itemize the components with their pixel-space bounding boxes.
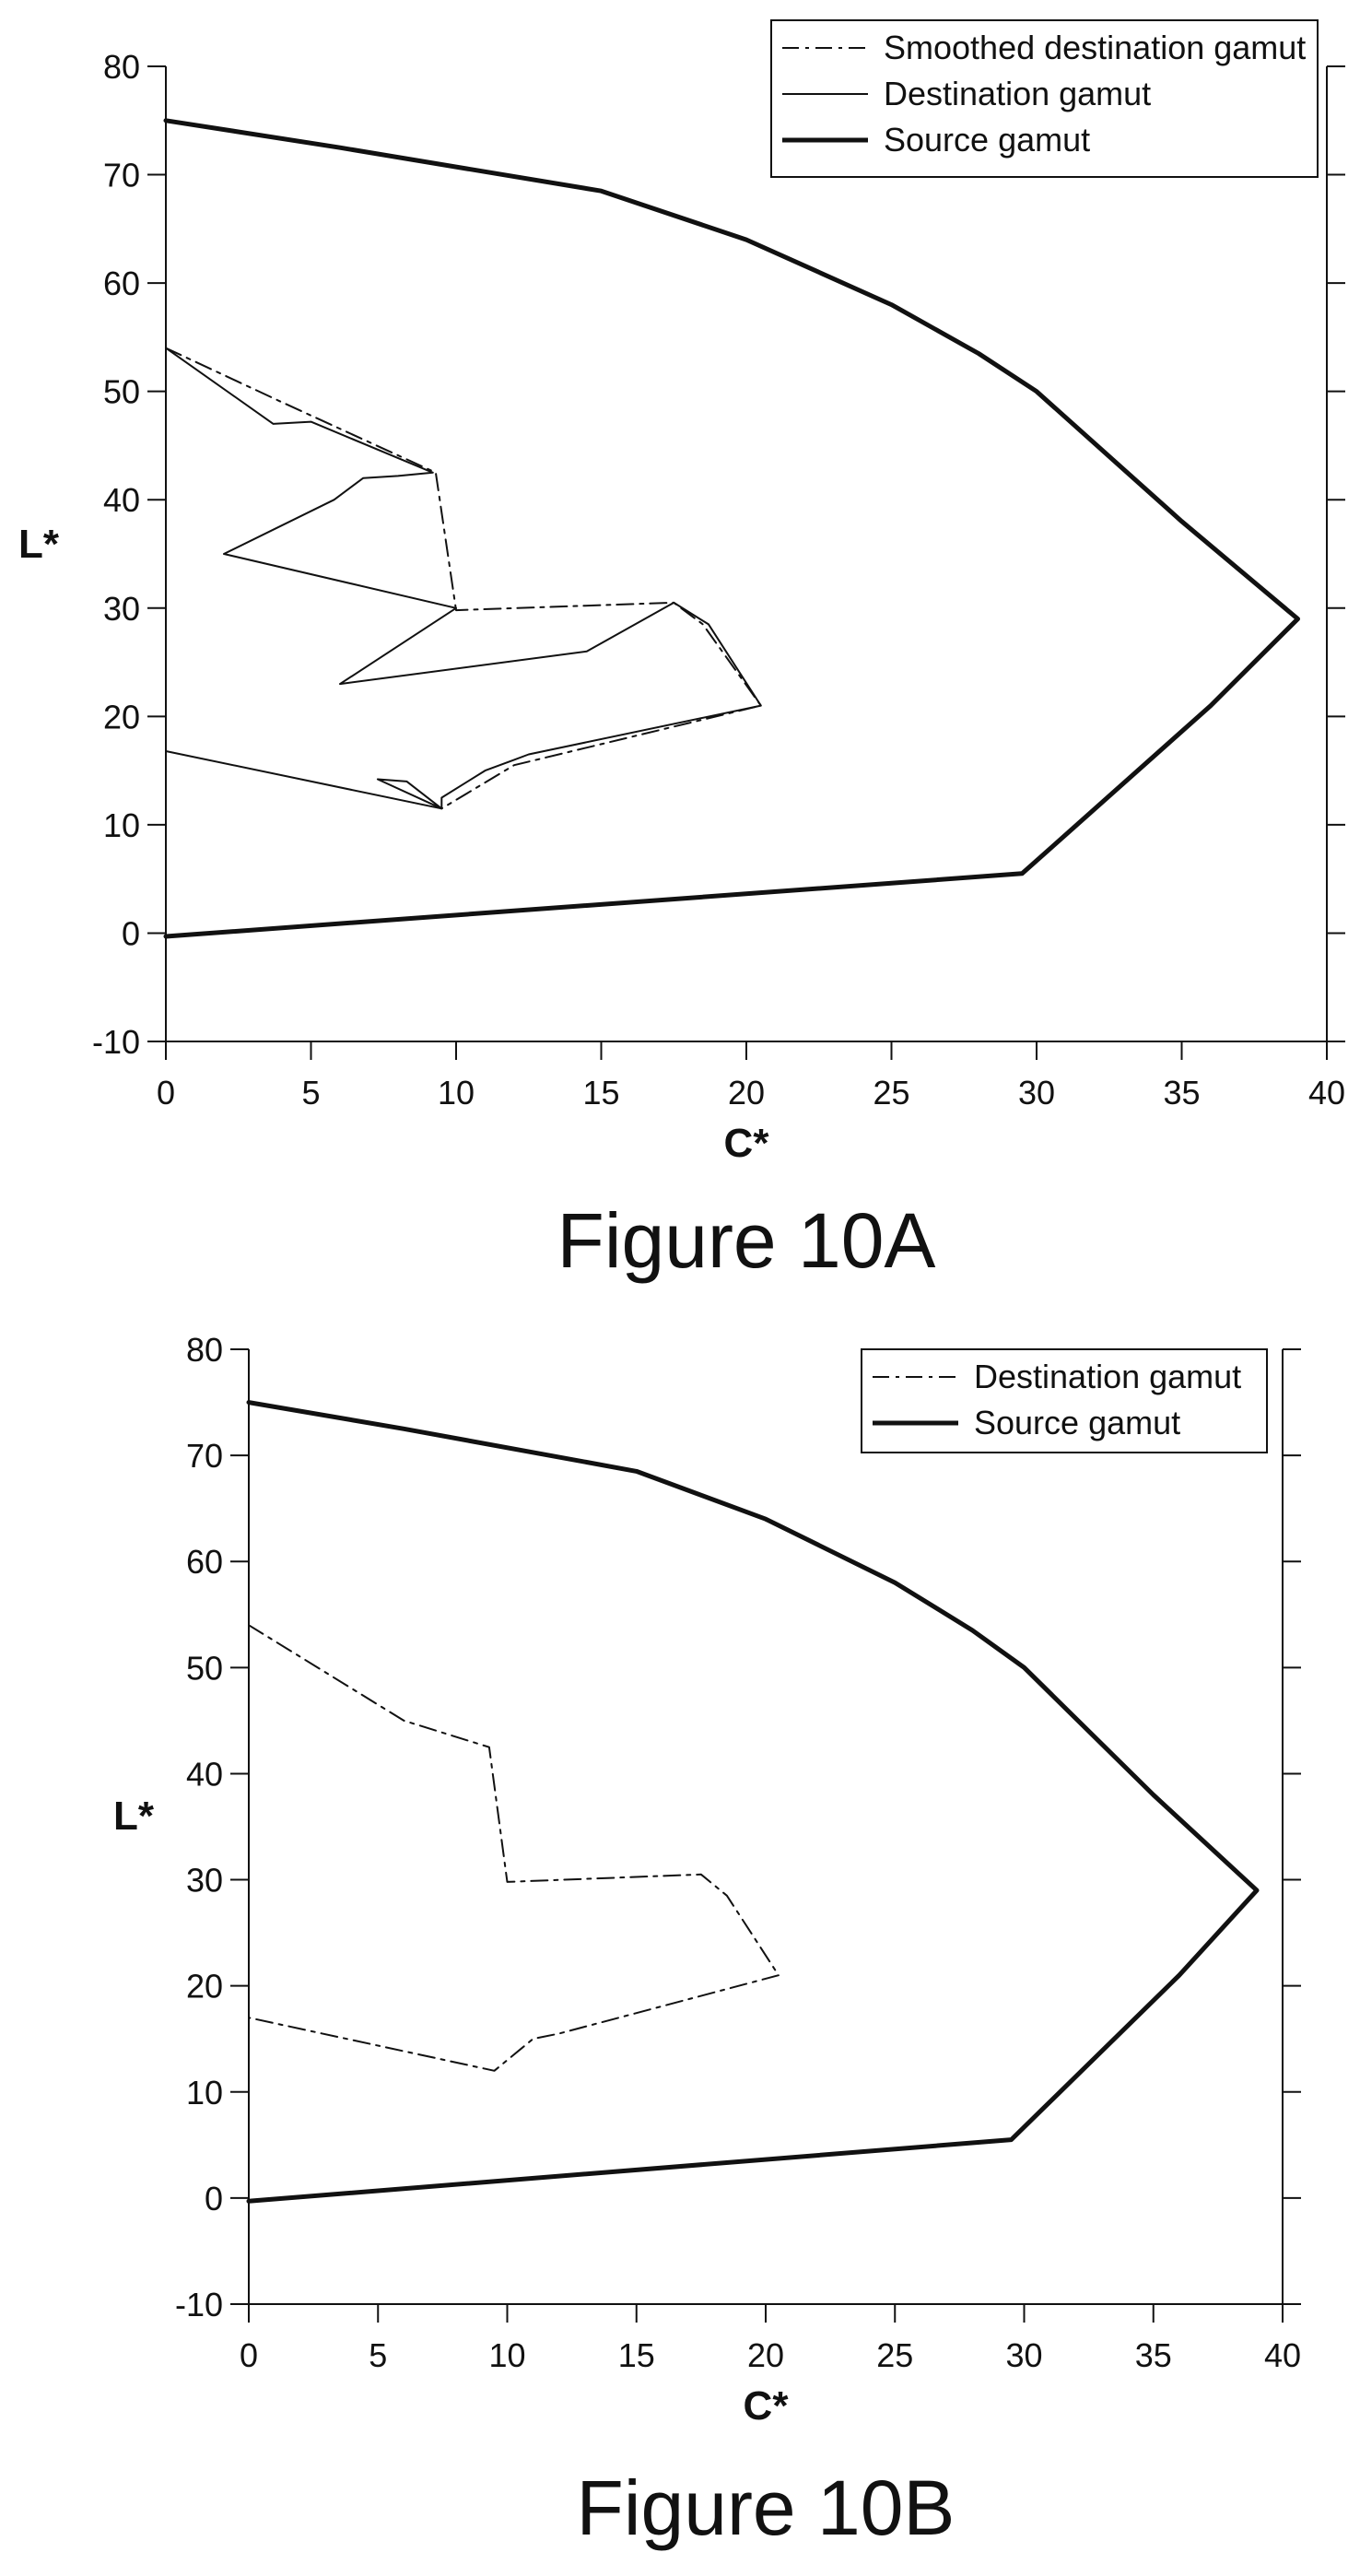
figure-caption: Figure 10A [557, 1197, 936, 1284]
x-axis-label: C* [724, 1121, 770, 1166]
y-tick-label: 30 [103, 590, 140, 628]
y-tick-label: 70 [103, 157, 140, 194]
series-line-destination-gamut [165, 347, 762, 810]
y-tick-label: -10 [175, 2286, 223, 2323]
y-tick-label: 80 [186, 1331, 223, 1369]
x-tick-label: 0 [240, 2336, 258, 2374]
legend-label: Destination gamut [974, 1358, 1241, 1395]
y-axis-label: L* [113, 1794, 155, 1839]
x-tick-label: 35 [1135, 2336, 1172, 2374]
series-line-source-gamut [246, 1400, 1260, 2204]
y-tick-label: 70 [186, 1437, 223, 1475]
series-line-smoothed-destination-gamut [165, 347, 762, 810]
y-tick-label: 0 [205, 2180, 223, 2217]
y-tick-label: 0 [122, 914, 140, 952]
x-tick-label: 30 [1018, 1074, 1055, 1112]
x-tick-label: 15 [618, 2336, 655, 2374]
y-tick-label: 50 [186, 1649, 223, 1687]
x-tick-label: 10 [438, 1074, 475, 1112]
legend-label: Source gamut [884, 121, 1090, 159]
x-tick-label: 25 [873, 1074, 909, 1112]
x-tick-label: 20 [728, 1074, 765, 1112]
y-tick-label: 30 [186, 1862, 223, 1900]
x-axis-label: C* [744, 2383, 790, 2429]
figure-caption: Figure 10B [577, 2464, 956, 2551]
y-tick-label: -10 [92, 1023, 140, 1061]
y-tick-label: 20 [103, 698, 140, 735]
x-tick-label: 40 [1264, 2336, 1301, 2374]
legend-label: Source gamut [974, 1404, 1180, 1441]
legend-label: Destination gamut [884, 75, 1151, 112]
y-tick-label: 40 [186, 1755, 223, 1793]
x-tick-label: 25 [876, 2336, 913, 2374]
x-tick-label: 20 [747, 2336, 784, 2374]
series-line-destination-gamut [248, 1624, 780, 2072]
y-tick-label: 20 [186, 1968, 223, 2006]
x-tick-label: 5 [301, 1074, 320, 1112]
chart-figure-10b: -10 0 10 20 30 40 50 60 70 80 0 5 10 15 20 25 30 35 40 C* L*… [113, 1331, 1301, 2551]
legend-box [861, 1348, 1268, 1453]
x-tick-label: 5 [369, 2336, 387, 2374]
series-line-source-gamut [163, 118, 1300, 939]
x-tick-label: 35 [1163, 1074, 1200, 1112]
y-tick-label: 50 [103, 373, 140, 411]
y-tick-label: 60 [186, 1543, 223, 1581]
x-tick-label: 10 [488, 2336, 525, 2374]
y-tick-label: 10 [186, 2074, 223, 2111]
y-axis-label: L* [18, 522, 60, 567]
x-tick-label: 15 [582, 1074, 619, 1112]
x-tick-label: 30 [1005, 2336, 1042, 2374]
series-line-unnamed-3 [376, 778, 443, 810]
y-tick-label: 10 [103, 806, 140, 844]
chart-figure-10a: -10 0 10 20 30 40 50 60 70 80 0 5 10 15 20 25 30 35 40 C* L*… [18, 19, 1345, 1284]
y-tick-label: 60 [103, 265, 140, 302]
x-tick-label: 0 [157, 1074, 175, 1112]
y-tick-label: 40 [103, 481, 140, 519]
legend-label: Smoothed destination gamut [884, 29, 1306, 66]
x-tick-label: 40 [1308, 1074, 1345, 1112]
y-tick-label: 80 [103, 48, 140, 86]
legend-box [770, 19, 1319, 178]
